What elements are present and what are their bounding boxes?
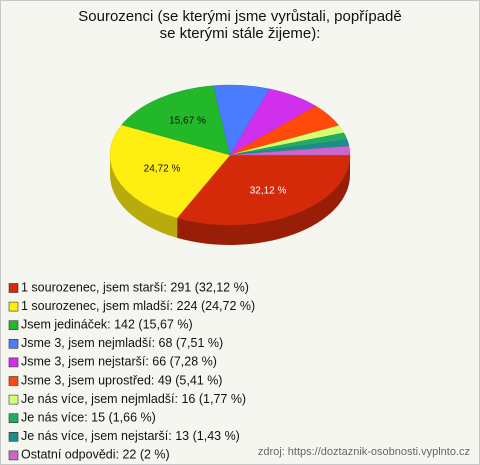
legend-label: Jsme 3, jsem nejmladší: 68 (7,51 %)	[21, 336, 223, 350]
slice	[109, 124, 231, 219]
chart-title: Sourozenci (se kterými jsme vyrůstali, p…	[78, 8, 402, 42]
legend-swatch	[8, 431, 19, 442]
slice	[229, 145, 351, 156]
legend-swatch	[8, 320, 19, 331]
slice-label: 24,72 %	[144, 163, 181, 174]
legend-label: Jsem jedináček: 142 (15,67 %)	[21, 317, 193, 331]
legend-swatch	[8, 283, 19, 293]
legend-swatch	[8, 450, 19, 461]
legend-label: 1 sourozenec, jsem starší: 291 (32,12 %)	[21, 280, 249, 294]
legend-swatch	[8, 338, 19, 349]
legend-label: 1 sourozenec, jsem mladší: 224 (24,72 %)	[21, 299, 255, 313]
legend-label: Jsme 3, jsem uprostřed: 49 (5,41 %)	[21, 373, 222, 387]
legend-swatch	[8, 301, 19, 312]
legend-swatch	[8, 376, 19, 386]
title-box: Sourozenci (se kterými jsme vyrůstali, p…	[78, 8, 402, 42]
slice-label: 32,12 %	[250, 185, 287, 196]
legend-label: Jsme 3, jsem nejstarší: 66 (7,28 %)	[21, 355, 217, 369]
legend-label: Je nás více, jsem nejmladší: 16 (1,77 %)	[21, 392, 246, 406]
slice-side	[110, 155, 178, 238]
legend-swatch	[8, 357, 19, 368]
source: zdroj: https://doztaznik-osobnosti.vypln…	[258, 446, 470, 458]
slice	[176, 154, 351, 226]
slice-label: 15,67 %	[169, 116, 206, 127]
legend-label: Je nás více, jsem nejstarší: 13 (1,43 %)	[21, 429, 240, 443]
legend-swatch	[8, 394, 19, 405]
slice-side	[177, 155, 350, 245]
legend-label: Je nás více: 15 (1,66 %)	[21, 410, 156, 424]
legend-label: Ostatní odpovědi: 22 (2 %)	[21, 448, 170, 462]
legend-swatch	[8, 413, 19, 424]
slice	[121, 85, 231, 156]
